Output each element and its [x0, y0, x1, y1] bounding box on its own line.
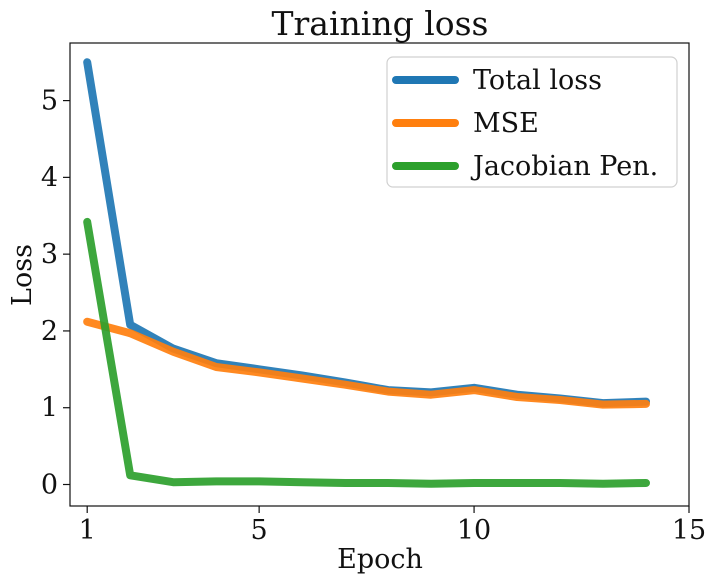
- chart-title: Training loss: [272, 4, 489, 43]
- plot-area-frame: [69, 42, 690, 507]
- x-tick-label: 5: [251, 515, 268, 546]
- y-tick-label: 2: [41, 316, 58, 347]
- x-axis-label: Epoch: [337, 544, 423, 575]
- y-tick-label: 1: [41, 393, 58, 424]
- series-line-mse: [83, 317, 650, 409]
- chart-legend: Total loss MSE Jacobian Pen.: [386, 56, 678, 188]
- legend-box: [386, 56, 678, 188]
- y-tick-label: 0: [41, 470, 58, 501]
- y-axis-ticks: 0 1 2 3 4 5: [41, 86, 70, 501]
- x-tick-label: 1: [79, 515, 96, 546]
- y-tick-label: 4: [41, 162, 58, 193]
- series-lines: [83, 58, 650, 488]
- y-axis-label: Loss: [7, 244, 38, 306]
- legend-label-mse: MSE: [473, 108, 539, 139]
- legend-label-total-loss: Total loss: [473, 65, 602, 96]
- y-tick-label: 3: [41, 239, 58, 270]
- x-tick-label: 10: [457, 515, 491, 546]
- series-line-jacobian-pen: [83, 217, 650, 488]
- legend-label-jacobian-pen: Jacobian Pen.: [470, 151, 658, 182]
- x-axis-ticks: 1 5 10 15: [79, 506, 706, 546]
- x-tick-label: 15: [672, 515, 706, 546]
- y-tick-label: 5: [41, 86, 58, 117]
